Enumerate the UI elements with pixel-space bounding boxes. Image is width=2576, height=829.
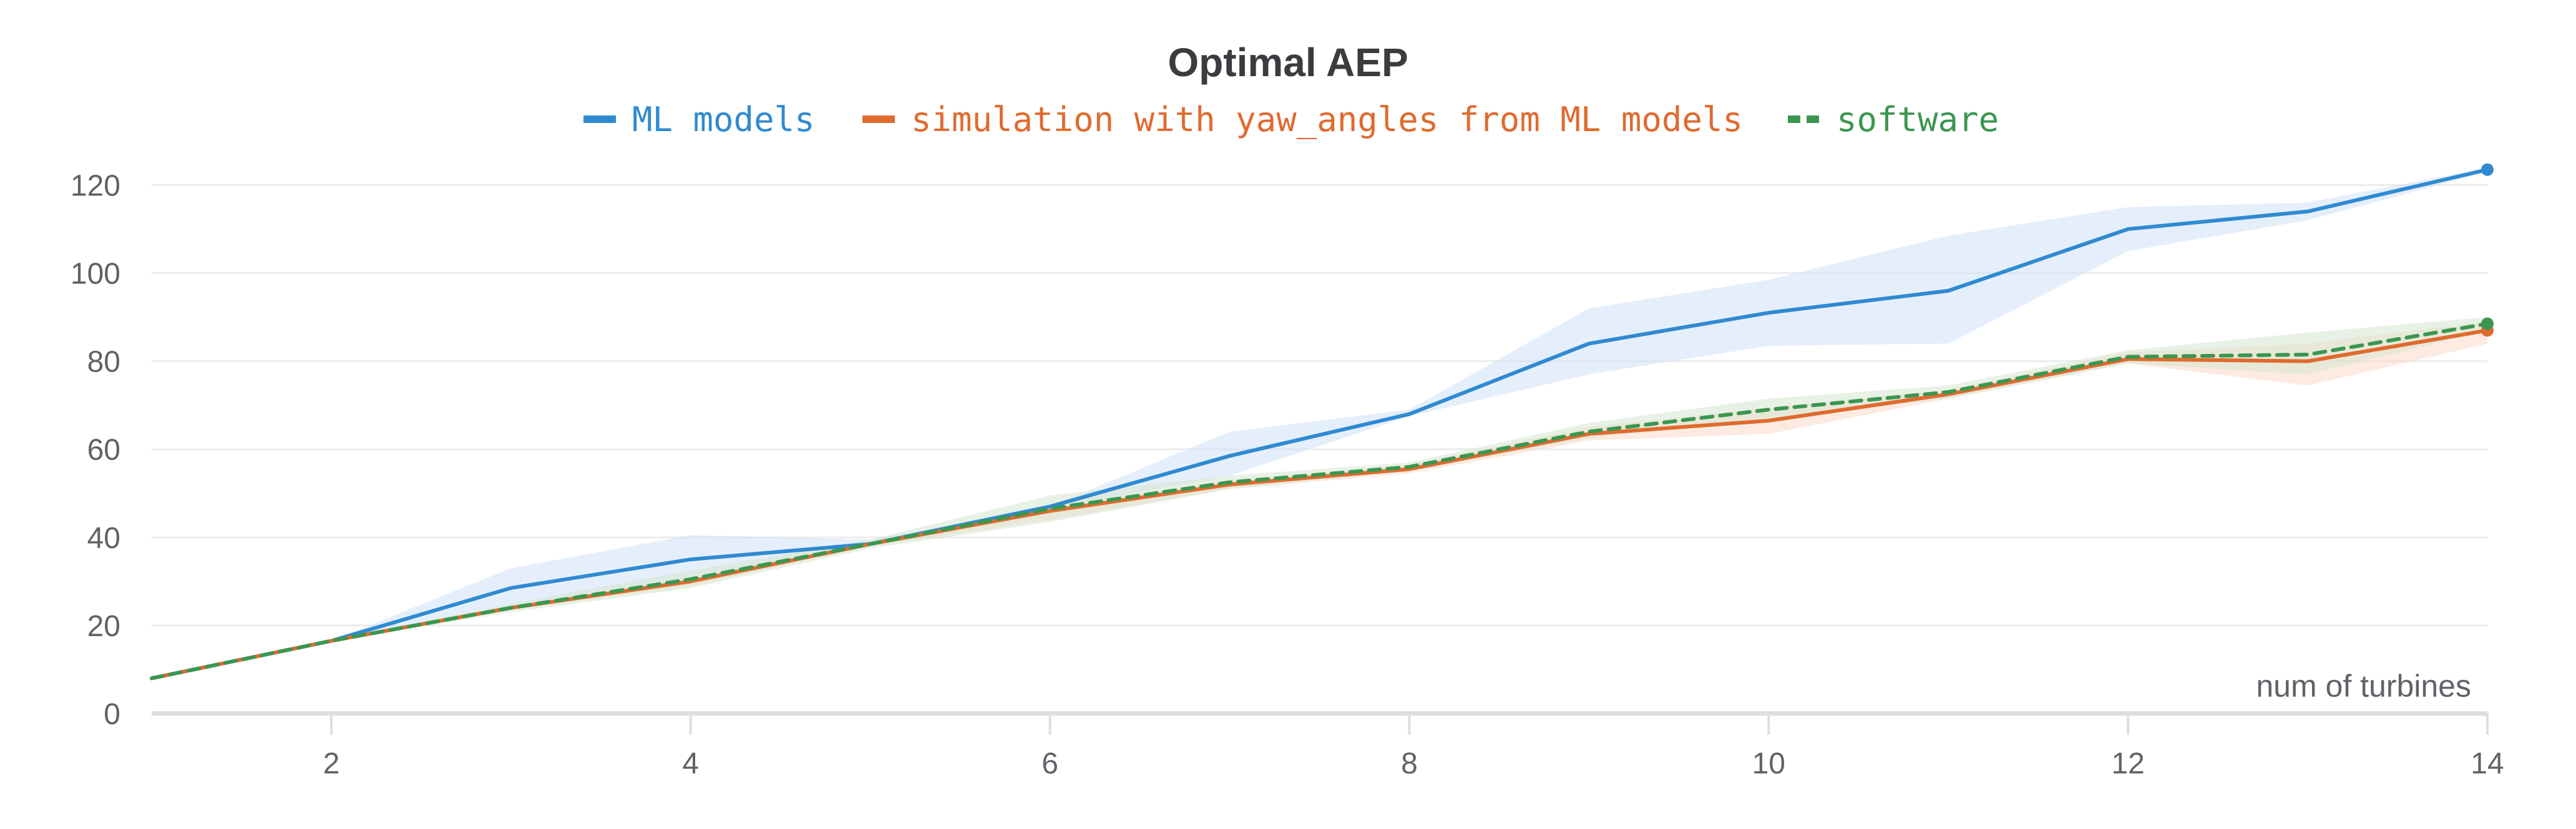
legend: ML models simulation with yaw_angles fro… — [583, 100, 1999, 139]
legend-item-software[interactable]: software — [1788, 100, 1999, 139]
x-axis-label: num of turbines — [2256, 669, 2471, 704]
legend-label-ml-models: ML models — [632, 100, 815, 139]
x-tick-label-12: 12 — [2111, 747, 2144, 780]
y-tick-label-40: 40 — [87, 522, 120, 555]
line-software — [150, 321, 2489, 680]
y-tick-label-120: 120 — [71, 169, 120, 202]
chart-title: Optimal AEP — [1168, 40, 1408, 85]
legend-label-software: software — [1837, 100, 1999, 139]
y-tick-label-80: 80 — [87, 346, 120, 379]
line-ml-models — [150, 167, 2489, 680]
confidence-bands — [152, 167, 2487, 679]
series-endpoints — [2481, 163, 2494, 337]
y-tick-label-0: 0 — [104, 698, 120, 731]
y-tick-label-60: 60 — [87, 434, 120, 467]
band-software — [152, 317, 2487, 679]
gridlines — [152, 184, 2487, 627]
series-lines — [150, 167, 2489, 680]
y-tick-label-20: 20 — [87, 610, 120, 643]
axes: 0 20 40 60 80 100 120 2 4 6 8 10 12 14 — [71, 169, 2504, 780]
legend-label-simulation: simulation with yaw_angles from ML model… — [911, 100, 1743, 139]
legend-item-simulation[interactable]: simulation with yaw_angles from ML model… — [862, 100, 1743, 139]
x-tick-label-4: 4 — [682, 747, 699, 780]
x-tick-label-2: 2 — [323, 747, 340, 780]
endpoint-ml-models — [2481, 163, 2494, 176]
x-tick-label-14: 14 — [2471, 747, 2504, 780]
legend-item-ml-models[interactable]: ML models — [583, 100, 815, 139]
x-tick-label-8: 8 — [1401, 747, 1418, 780]
x-tick-label-10: 10 — [1752, 747, 1785, 780]
x-tick-label-6: 6 — [1042, 747, 1058, 780]
band-ml-models — [152, 167, 2487, 679]
endpoint-software — [2481, 317, 2494, 330]
y-tick-label-100: 100 — [71, 258, 120, 291]
